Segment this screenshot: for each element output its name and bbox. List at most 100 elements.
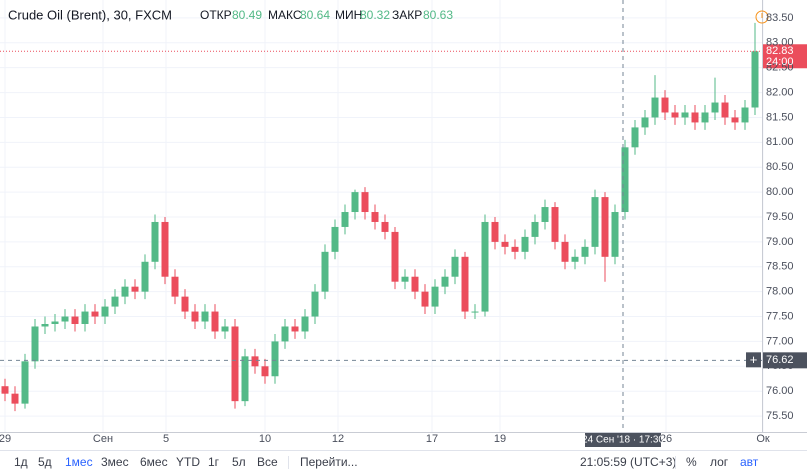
candle-body	[331, 226, 339, 252]
range-button[interactable]: YTD	[176, 455, 200, 469]
candle-body	[411, 276, 419, 292]
candle-body	[81, 311, 89, 324]
y-tick-label: 76.50	[766, 360, 794, 372]
y-tick-label: 77.00	[766, 335, 794, 347]
clock: 21:05:59 (UTC+3)	[580, 455, 676, 469]
last-price-tag	[763, 44, 807, 69]
range-button[interactable]: 5д	[38, 455, 52, 469]
crosshair-time-label: 24 Сен '18 · 17:30	[582, 435, 664, 446]
candle-body	[171, 276, 179, 297]
y-tick-label: 83.50	[766, 12, 794, 24]
range-button[interactable]: 1д	[14, 455, 28, 469]
candle-body	[351, 192, 359, 213]
range-button[interactable]: 6мес	[140, 455, 168, 469]
candle-body	[191, 311, 199, 322]
candle-body	[141, 261, 149, 292]
candle-body	[211, 311, 219, 332]
crosshair-plus-button[interactable]	[746, 352, 761, 368]
candle-body	[41, 324, 49, 327]
range-button[interactable]: Все	[257, 455, 278, 469]
crosshair-price-tag	[763, 352, 807, 369]
candle-body	[271, 341, 279, 377]
candle-body	[701, 112, 709, 123]
ohlc-label: ЗАКР	[392, 8, 422, 22]
y-tick-label: 79.50	[766, 211, 794, 223]
y-tick-label: 83.00	[766, 37, 794, 49]
warning-icon[interactable]	[755, 10, 769, 24]
log-button[interactable]: лог	[710, 455, 729, 469]
candle-body	[671, 112, 679, 118]
candle-body	[661, 97, 669, 113]
candle-body	[531, 221, 539, 237]
candle-body	[401, 276, 409, 282]
crosshair-time-tag	[585, 432, 661, 447]
overlay	[0, 0, 807, 447]
y-tick-label: 77.50	[766, 310, 794, 322]
candle-body	[621, 147, 629, 213]
y-tick-label: 82.50	[766, 62, 794, 74]
toolbar: 1д 5д 1мес 3мес 6мес YTD 1г 5л Все Перейти... 21:0…	[14, 455, 759, 469]
candle-body	[651, 97, 659, 118]
candle-body	[601, 197, 609, 257]
ohlc-value: 80.64	[300, 8, 330, 22]
x-tick-label: 12	[332, 433, 344, 445]
range-button[interactable]: 3мес	[101, 455, 129, 469]
ohlc-label: ОТКР	[200, 8, 232, 22]
candle-body	[221, 326, 229, 332]
percent-button[interactable]: %	[686, 455, 697, 469]
y-tick-label: 80.00	[766, 186, 794, 198]
candles	[1, 22, 759, 412]
x-tick-label: 5	[163, 433, 169, 445]
candle-body	[291, 326, 299, 332]
candle-body	[131, 286, 139, 292]
candle-body	[261, 366, 269, 377]
ohlc-label: МАКС	[268, 8, 302, 22]
candle-body	[611, 212, 619, 257]
candle-body	[631, 127, 639, 148]
candle-body	[371, 212, 379, 222]
range-button[interactable]: 5л	[232, 455, 246, 469]
last-price-label: 82.83	[766, 45, 794, 57]
auto-button[interactable]: авт	[740, 455, 759, 469]
candle-body	[321, 251, 329, 292]
candle-body	[151, 221, 159, 262]
candle-body	[391, 231, 399, 282]
candle-body	[231, 326, 239, 402]
candle-body	[51, 321, 59, 324]
candle-body	[481, 221, 489, 312]
goto-button[interactable]: Перейти...	[300, 455, 358, 469]
candle-body	[101, 306, 109, 317]
x-tick-label: 17	[426, 433, 438, 445]
y-tick-label: 75.50	[766, 410, 794, 422]
candle-body	[31, 326, 39, 362]
crosshair-plus: +	[750, 352, 758, 367]
x-tick-label: 29	[0, 433, 11, 445]
candle-body	[561, 241, 569, 262]
y-tick-label: 76.00	[766, 385, 794, 397]
candle-body	[71, 316, 79, 324]
candle-body	[501, 241, 509, 247]
candle-body	[751, 51, 759, 108]
candle-body	[471, 311, 479, 313]
ohlc-value: 80.32	[360, 8, 390, 22]
candle-body	[1, 386, 9, 394]
range-button[interactable]: 1мес	[65, 455, 93, 469]
candle-body	[121, 286, 129, 297]
candle-body	[451, 256, 459, 277]
candle-body	[301, 316, 309, 332]
candle-body	[311, 291, 319, 317]
candle-body	[551, 207, 559, 242]
candle-body	[251, 356, 259, 367]
countdown-label: 24:00	[766, 56, 794, 68]
range-button[interactable]: 1г	[208, 455, 220, 469]
y-tick-label: 79.00	[766, 236, 794, 248]
candle-body	[421, 291, 429, 307]
candle-body	[361, 192, 369, 213]
candle-body	[431, 286, 439, 307]
ohlc-value: 80.49	[232, 8, 262, 22]
candle-body	[691, 112, 699, 123]
candle-body	[441, 276, 449, 287]
x-tick-label: Сен	[93, 433, 113, 445]
